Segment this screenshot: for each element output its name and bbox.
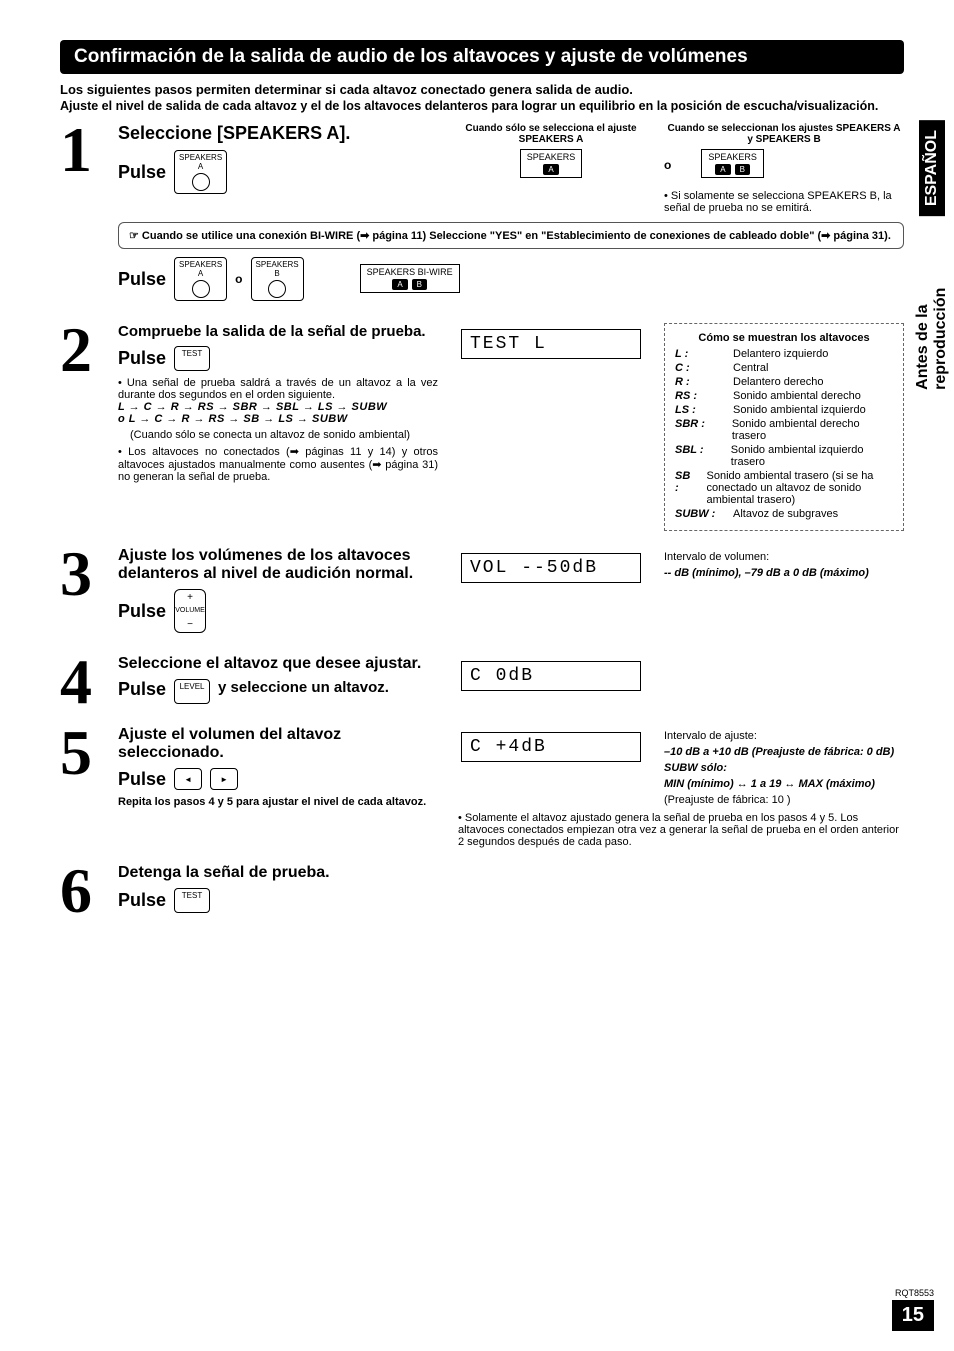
knob-icon <box>268 280 286 298</box>
step-3-range: -- dB (mínimo), –79 dB a 0 dB (máximo) <box>664 567 904 579</box>
step-1-number: 1 <box>60 123 108 177</box>
step-5-number: 5 <box>60 726 108 780</box>
section-header: Confirmación de la salida de audio de lo… <box>60 40 904 74</box>
step-2-text1: • Una señal de prueba saldrá a través de… <box>118 377 438 401</box>
speakers-b-button[interactable]: SPEAKERS B <box>251 257 304 301</box>
knob-icon <box>192 280 210 298</box>
biwire-note: ☞ Cuando se utilice una conexión BI-WIRE… <box>118 222 904 249</box>
step-5-range-label: Intervalo de ajuste: <box>664 730 904 742</box>
pulse-label: Pulse <box>118 769 166 790</box>
speakers-chip-ab: SPEAKERS A B <box>701 149 764 178</box>
step-2-number: 2 <box>60 323 108 377</box>
step-2-paren: (Cuando sólo se conecta un altavoz de so… <box>118 429 438 441</box>
level-button[interactable]: LEVEL <box>174 679 210 704</box>
lcd-step5: C +4dB <box>461 732 641 762</box>
speakers-chip-a: SPEAKERS A <box>520 149 583 178</box>
lcd-step3: VOL --50dB <box>461 553 641 583</box>
knob-icon <box>192 173 210 191</box>
step-1: 1 Seleccione [SPEAKERS A]. Pulse SPEAKER… <box>60 123 904 307</box>
pulse-label: Pulse <box>118 269 166 290</box>
pulse-label: Pulse <box>118 679 166 700</box>
lcd-step4: C 0dB <box>461 661 641 691</box>
speakers-a-button[interactable]: SPEAKERS A <box>174 150 227 194</box>
doc-code: RQT8553 <box>895 1288 934 1298</box>
step-3-number: 3 <box>60 547 108 601</box>
step-6: 6 Detenga la señal de prueba. Pulse TEST <box>60 864 904 919</box>
step-2-title: Compruebe la salida de la señal de prueb… <box>118 323 438 340</box>
step-4-title: Seleccione el altavoz que desee ajustar. <box>118 655 438 673</box>
step-2-text2: • Los altavoces no conectados (➡ páginas… <box>118 445 438 483</box>
right-arrow-button[interactable]: ► <box>210 768 238 790</box>
step-6-number: 6 <box>60 864 108 918</box>
step-5: 5 Ajuste el volumen del altavoz seleccio… <box>60 726 904 848</box>
intro-line-1: Los siguientes pasos permiten determinar… <box>60 82 904 97</box>
step-1-note-b: • Si solamente se selecciona SPEAKERS B,… <box>664 190 904 214</box>
step-4-number: 4 <box>60 655 108 709</box>
speakers-chip-biwire: SPEAKERS BI-WIRE A B <box>360 264 460 293</box>
step-5-repeat: Repita los pasos 4 y 5 para ajustar el n… <box>118 796 438 808</box>
step-3: 3 Ajuste los volúmenes de los altavoces … <box>60 547 904 639</box>
step-2-seq1: L → C → R → RS → SBR → SBL → LS → SUBW <box>118 401 438 413</box>
step-1-title: Seleccione [SPEAKERS A]. <box>118 123 438 144</box>
caption-speakers-ab: Cuando se seleccionan los ajustes SPEAKE… <box>664 123 904 145</box>
test-button[interactable]: TEST <box>174 346 210 371</box>
caption-speakers-a: Cuando sólo se selecciona el ajuste SPEA… <box>456 123 646 145</box>
pulse-label: Pulse <box>118 348 166 369</box>
step-3-range-label: Intervalo de volumen: <box>664 551 904 563</box>
test-button-2[interactable]: TEST <box>174 888 210 913</box>
step-5-note: • Solamente el altavoz ajustado genera l… <box>458 812 904 848</box>
pulse-label: Pulse <box>118 162 166 183</box>
pulse-label: Pulse <box>118 601 166 622</box>
step-2: 2 Compruebe la salida de la señal de pru… <box>60 323 904 531</box>
page-number: 15 <box>892 1300 934 1331</box>
step-4: 4 Seleccione el altavoz que desee ajusta… <box>60 655 904 710</box>
page-footer: RQT8553 15 <box>892 1288 934 1331</box>
speakers-a-button-2[interactable]: SPEAKERS A <box>174 257 227 301</box>
speaker-legend-box: Cómo se muestran los altavoces L :Delant… <box>664 323 904 531</box>
lcd-step2: TEST L <box>461 329 641 359</box>
left-arrow-button[interactable]: ◄ <box>174 768 202 790</box>
step-5-title: Ajuste el volumen del altavoz selecciona… <box>118 726 438 762</box>
intro-line-2: Ajuste el nivel de salida de cada altavo… <box>60 99 904 113</box>
volume-button[interactable]: + VOLUME − <box>174 589 206 633</box>
step-6-title: Detenga la señal de prueba. <box>118 864 904 882</box>
step-3-title: Ajuste los volúmenes de los altavoces de… <box>118 547 438 583</box>
pulse-label: Pulse <box>118 890 166 911</box>
